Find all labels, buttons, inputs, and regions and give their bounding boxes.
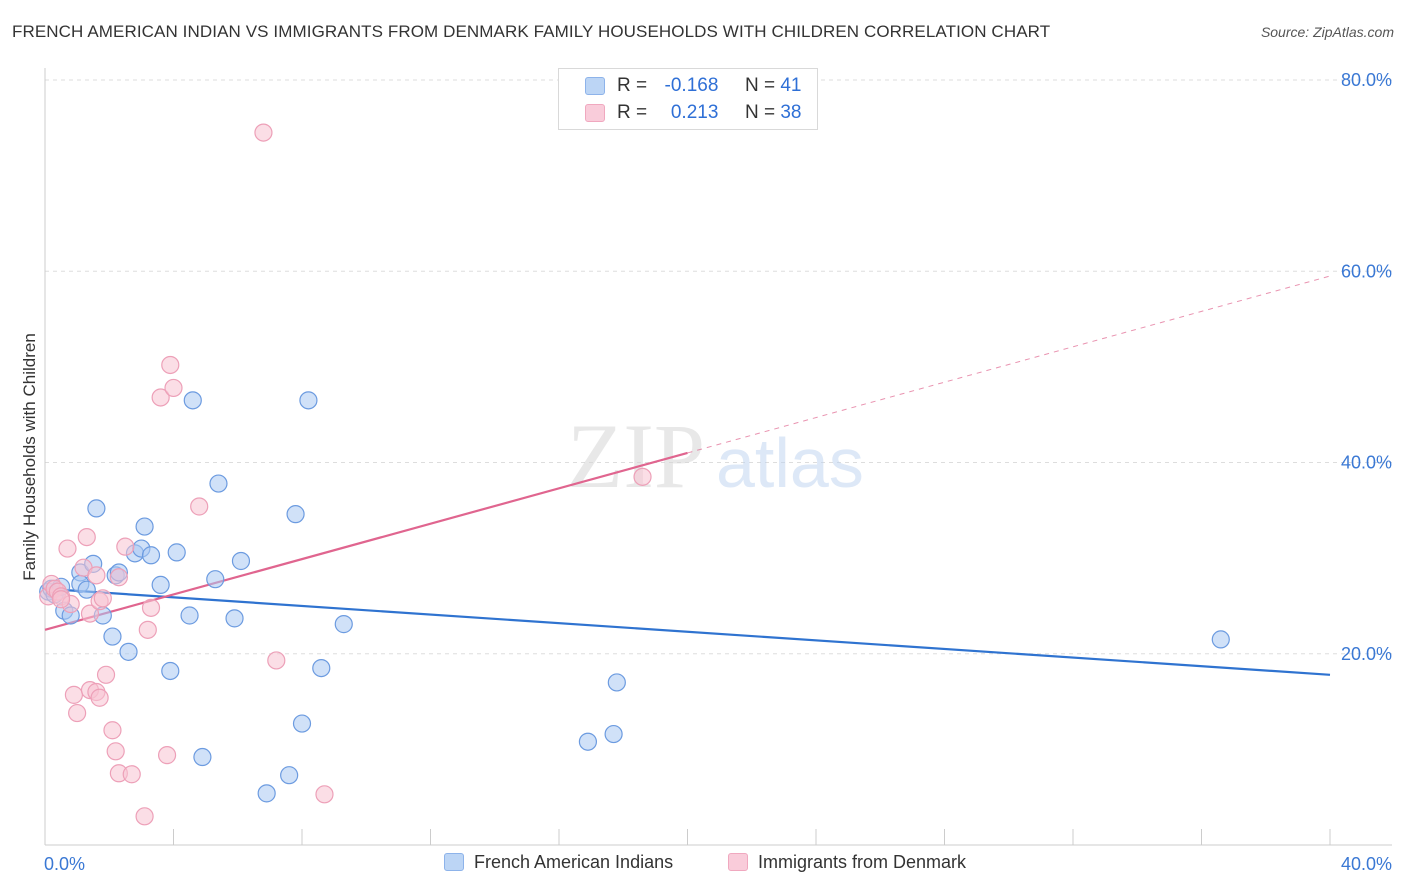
data-points	[39, 123, 1230, 826]
point-immigrants-from-denmark	[68, 703, 87, 723]
legend-n-value: 41	[780, 75, 802, 96]
point-french-american-indians	[77, 580, 96, 599]
point-french-american-indians	[87, 499, 106, 518]
point-french-american-indians	[103, 627, 122, 646]
point-immigrants-from-denmark	[633, 467, 652, 486]
point-immigrants-from-denmark	[141, 598, 161, 617]
point-french-american-indians	[135, 517, 154, 536]
trend-line-immigrants-from-denmark-extension	[687, 275, 1331, 454]
legend-swatch-pink	[728, 853, 748, 871]
point-immigrants-from-denmark	[80, 604, 100, 623]
point-immigrants-from-denmark	[64, 685, 84, 704]
legend-r-label: R =	[617, 75, 648, 96]
point-french-american-indians	[167, 543, 186, 562]
point-french-american-indians	[225, 609, 244, 628]
point-french-american-indians	[607, 673, 626, 692]
x-tick-label-min: 0.0%	[44, 854, 85, 874]
legend-r-label: R =	[617, 102, 648, 123]
point-french-american-indians	[292, 714, 312, 733]
point-immigrants-from-denmark	[190, 497, 209, 516]
y-tick-label: 80.0%	[1341, 70, 1392, 90]
y-tick-label: 20.0%	[1341, 644, 1392, 664]
point-french-american-indians	[286, 505, 305, 524]
legend-n-label: N =	[744, 102, 776, 123]
point-immigrants-from-denmark	[109, 568, 128, 587]
legend-swatch-blue	[585, 77, 605, 95]
point-immigrants-from-denmark	[106, 742, 125, 761]
chart-title: FRENCH AMERICAN INDIAN VS IMMIGRANTS FRO…	[12, 22, 1051, 41]
point-french-american-indians	[312, 658, 331, 678]
x-tick-label-max: 40.0%	[1341, 854, 1392, 874]
legend-swatch-pink	[585, 104, 605, 122]
point-immigrants-from-denmark	[161, 355, 180, 375]
point-immigrants-from-denmark	[315, 785, 334, 804]
point-french-american-indians	[193, 747, 212, 767]
point-immigrants-from-denmark	[116, 537, 135, 556]
y-tick-label: 40.0%	[1341, 453, 1392, 473]
point-french-american-indians	[119, 642, 138, 661]
y-axis-label: Family Households with Children	[20, 333, 39, 581]
stats-legend: R = -0.168 N = 41 R = 0.213 N = 38	[558, 68, 818, 130]
point-immigrants-from-denmark	[87, 566, 106, 585]
point-french-american-indians	[141, 546, 161, 565]
series-legend-immigrants-from-denmark: Immigrants from Denmark	[728, 852, 966, 873]
point-french-american-indians	[161, 661, 180, 681]
point-immigrants-from-denmark	[90, 688, 109, 707]
axes	[44, 68, 1392, 846]
point-immigrants-from-denmark	[151, 388, 170, 407]
tick-labels: 20.0% 40.0% 60.0% 80.0% 0.0% 40.0%	[44, 70, 1392, 874]
point-immigrants-from-denmark	[157, 746, 177, 765]
series-name: Immigrants from Denmark	[758, 852, 967, 872]
legend-swatch-blue	[444, 853, 464, 871]
point-immigrants-from-denmark	[58, 539, 77, 558]
point-french-american-indians	[578, 732, 598, 751]
legend-r-value: -0.168	[664, 75, 719, 96]
point-french-american-indians	[299, 391, 318, 410]
point-immigrants-from-denmark	[164, 378, 183, 398]
watermark: ZIP atlas	[567, 405, 864, 507]
point-immigrants-from-denmark	[138, 620, 157, 639]
trend-line-french-american-indians	[44, 587, 1331, 676]
point-french-american-indians	[604, 724, 623, 744]
legend-n-value: 38	[780, 102, 802, 123]
point-french-american-indians	[280, 766, 299, 785]
point-french-american-indians	[334, 615, 353, 634]
point-immigrants-from-denmark	[96, 665, 116, 684]
point-french-american-indians	[1211, 630, 1230, 649]
y-tick-label: 60.0%	[1341, 261, 1392, 281]
point-immigrants-from-denmark	[103, 721, 122, 740]
watermark-atlas: atlas	[716, 424, 864, 502]
source-label: Source: ZipAtlas.com	[1260, 24, 1394, 40]
point-immigrants-from-denmark	[93, 589, 112, 608]
legend-r-value: 0.213	[670, 102, 719, 123]
point-immigrants-from-denmark	[135, 807, 154, 826]
watermark-zip: ZIP	[567, 405, 705, 507]
point-french-american-indians	[257, 784, 276, 803]
point-french-american-indians	[183, 391, 202, 410]
point-french-american-indians	[180, 606, 199, 625]
point-french-american-indians	[151, 575, 170, 595]
point-immigrants-from-denmark	[267, 651, 286, 670]
point-french-american-indians	[206, 570, 225, 589]
point-immigrants-from-denmark	[122, 765, 141, 784]
point-french-american-indians	[231, 551, 251, 571]
series-legend-french-american-indians: French American Indians	[444, 852, 673, 873]
point-french-american-indians	[209, 474, 228, 493]
point-immigrants-from-denmark	[254, 123, 273, 142]
point-immigrants-from-denmark	[51, 590, 71, 609]
point-immigrants-from-denmark	[77, 527, 96, 547]
series-name: French American Indians	[474, 852, 674, 872]
legend-n-label: N =	[744, 75, 776, 96]
